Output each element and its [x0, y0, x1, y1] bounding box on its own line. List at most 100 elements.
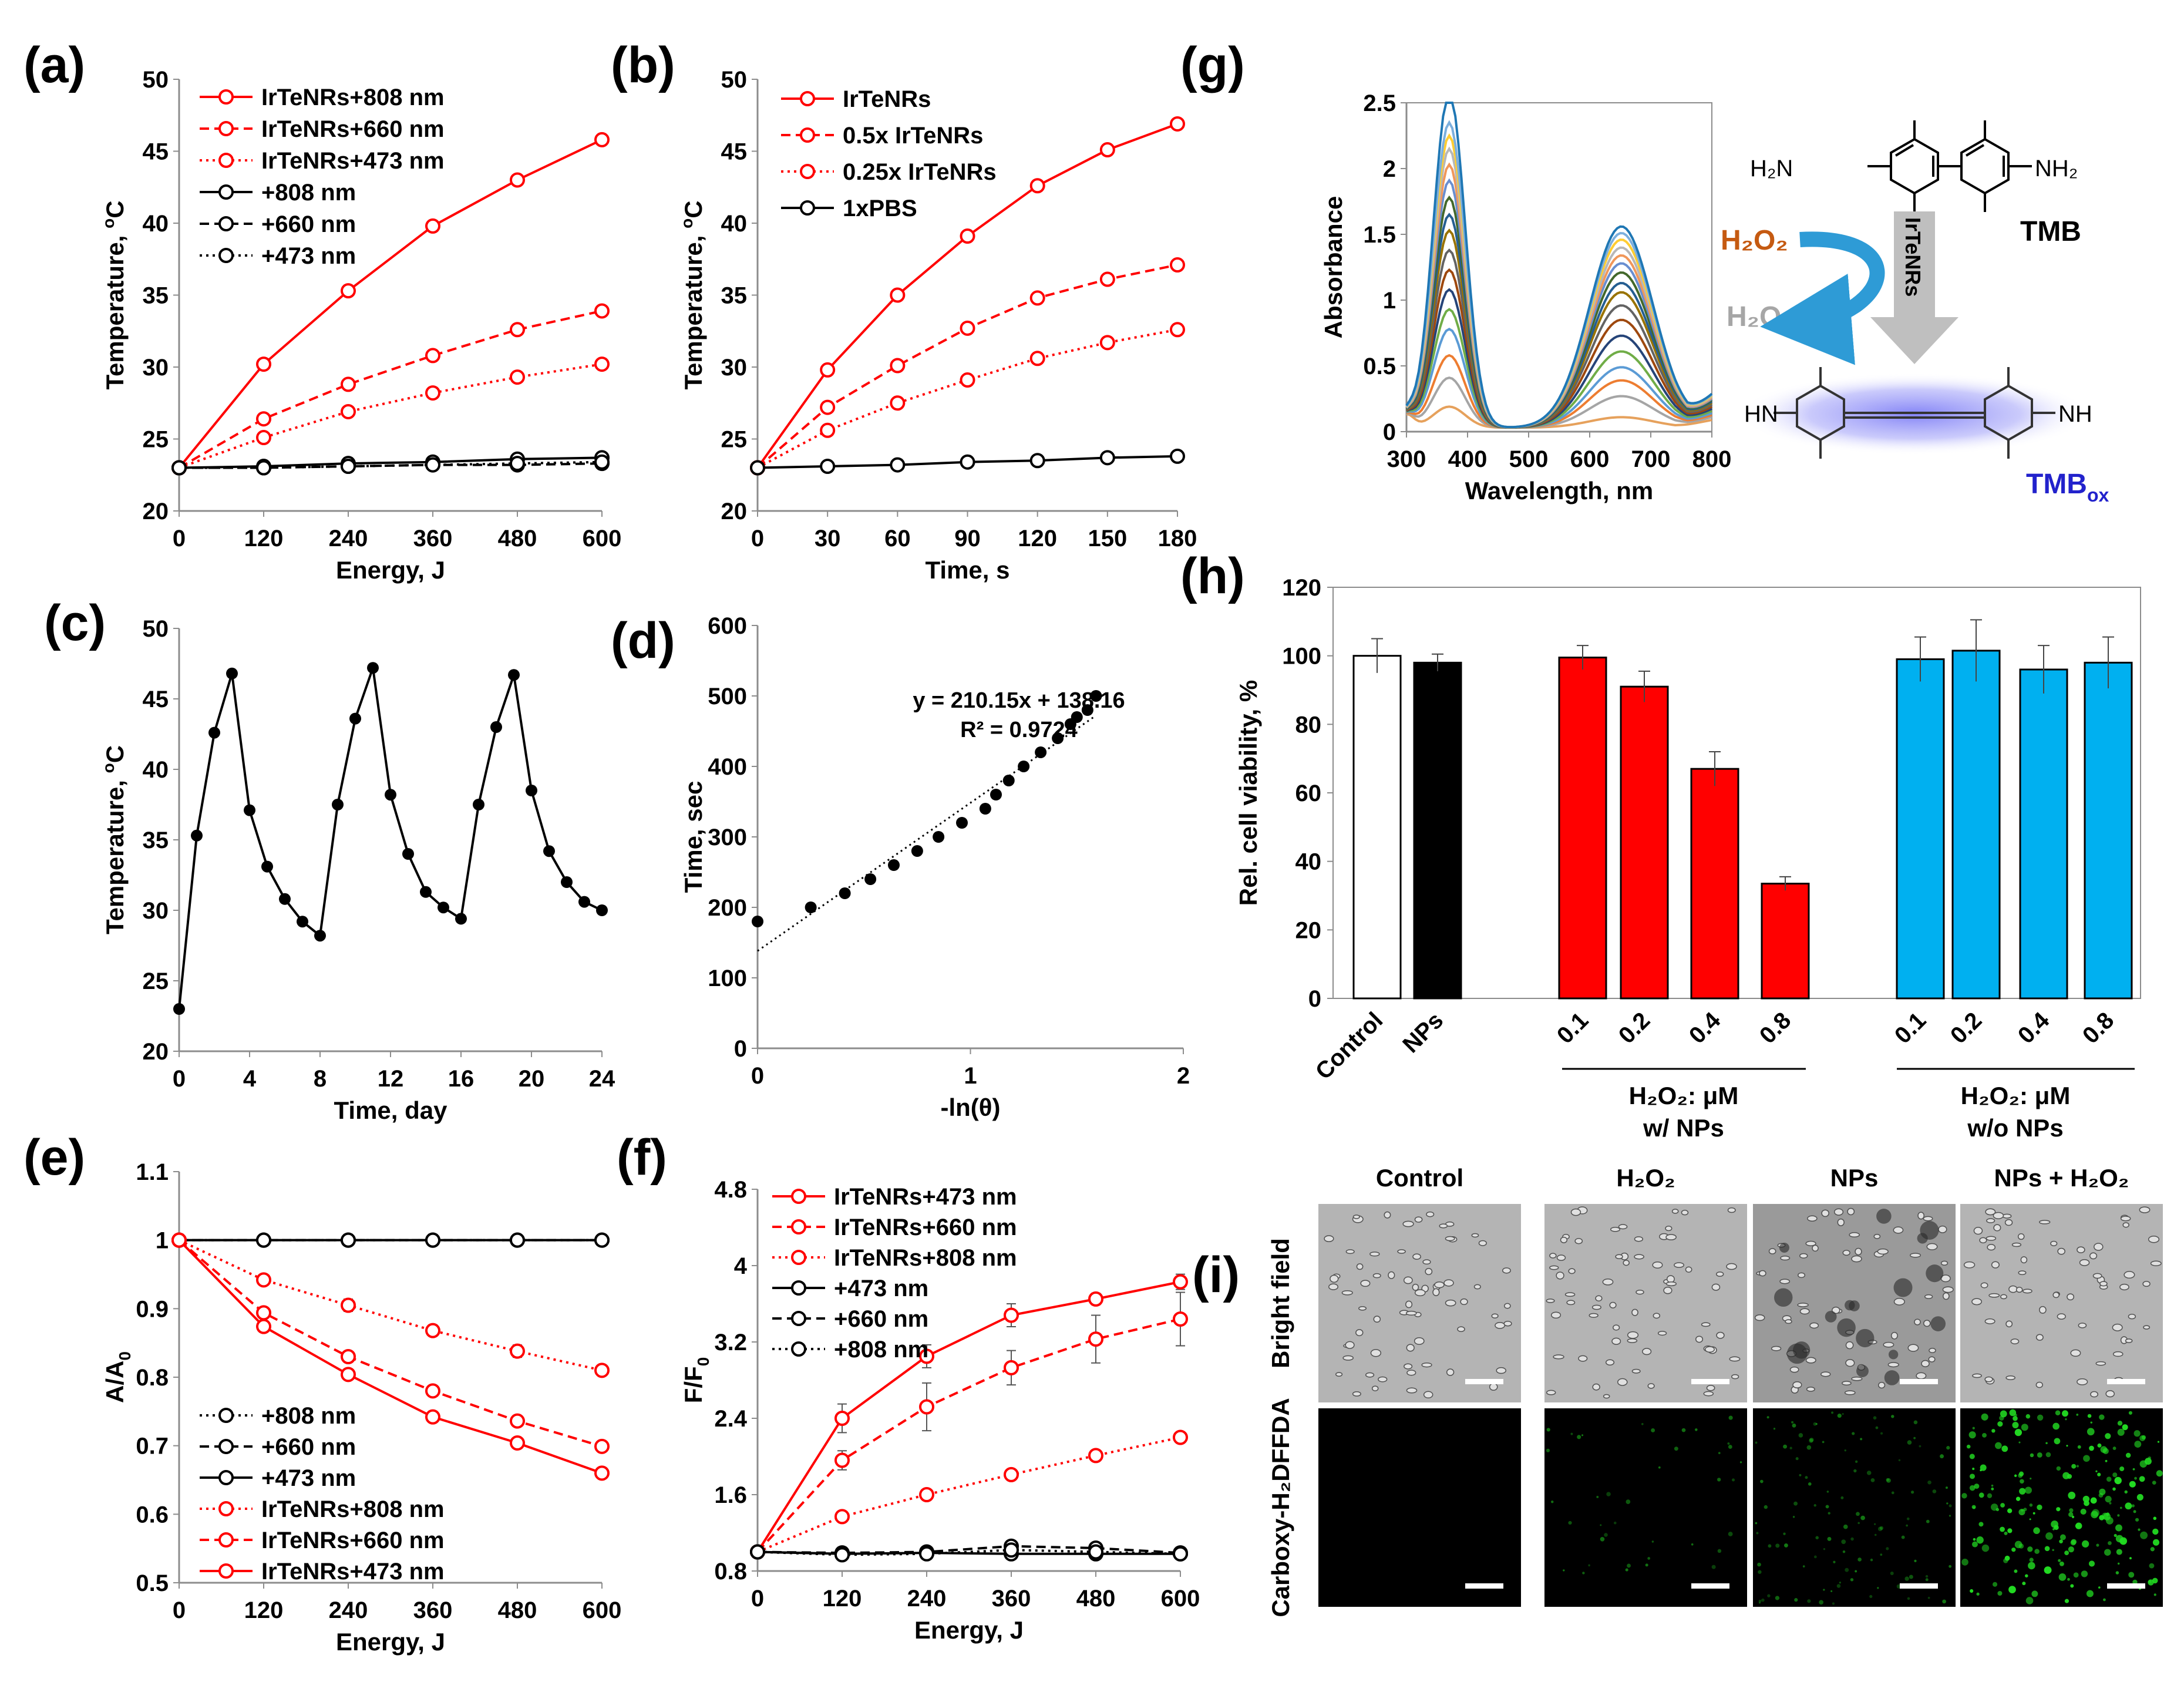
fluorescent-cell — [2081, 1540, 2089, 1548]
fluorescent-cell — [1691, 1543, 1694, 1546]
cell — [2105, 1390, 2115, 1398]
cell — [1634, 1236, 1644, 1242]
fluorescent-cell — [2140, 1531, 2148, 1539]
data-point — [256, 356, 271, 372]
cell — [1384, 1211, 1391, 1219]
cell — [1987, 1244, 1996, 1251]
fluorescent-cell — [1809, 1438, 1813, 1443]
cell — [1799, 1253, 1808, 1259]
fluorescent-cell — [2058, 1559, 2061, 1562]
legend-marker — [791, 1189, 806, 1204]
fluorescent-cell — [1978, 1492, 1984, 1498]
fluorescent-cell — [1857, 1522, 1860, 1525]
cell — [1851, 1255, 1862, 1263]
scale-bar — [1900, 1583, 1938, 1589]
cell — [1809, 1322, 1819, 1329]
fluorescent-cell — [2070, 1584, 2074, 1588]
cell — [1851, 1376, 1863, 1381]
cell — [1729, 1356, 1741, 1362]
cell — [1942, 1286, 1954, 1293]
fluorescent-cell — [2052, 1528, 2055, 1530]
y-tick-label: 50 — [721, 67, 748, 93]
cell — [1971, 1298, 1983, 1306]
fluorescent-cell — [2087, 1414, 2092, 1418]
fluorescent-cell — [1823, 1548, 1826, 1550]
cell — [2067, 1293, 2075, 1301]
fluorescent-cell — [2115, 1524, 2122, 1532]
fluorescent-cell — [1792, 1423, 1796, 1428]
data-point — [256, 1305, 271, 1321]
fluorescent-cell — [2034, 1549, 2040, 1554]
fluorescent-cell — [2030, 1453, 2034, 1458]
fluorescent-cell — [2139, 1435, 2146, 1441]
cell — [1564, 1292, 1576, 1297]
fluorescent-cell — [2021, 1424, 2028, 1431]
np-aggregate — [1825, 1310, 1837, 1323]
fluorescent-cell — [1625, 1568, 1628, 1572]
legend-marker — [218, 1563, 234, 1579]
np-aggregate — [1837, 1318, 1856, 1337]
scale-bar — [2107, 1583, 2145, 1589]
fluorescent-cell — [2062, 1472, 2070, 1479]
legend-label: IrTeNRs+660 nm — [834, 1215, 1017, 1240]
fluorescent-cell — [1994, 1442, 2002, 1449]
fluorescent-cell — [2086, 1590, 2094, 1597]
cell — [1623, 1260, 1630, 1266]
y-tick-label: 100 — [708, 966, 747, 991]
y-tick-label: 25 — [143, 968, 169, 994]
cell — [1414, 1289, 1426, 1297]
data-point — [425, 457, 440, 473]
fluorescent-cell — [2090, 1497, 2097, 1504]
fluorescent-cell — [1674, 1446, 1678, 1451]
data-point — [279, 893, 291, 905]
data-point — [805, 901, 817, 913]
cell — [1471, 1233, 1479, 1238]
cell — [2078, 1323, 2087, 1328]
fluorescent-cell — [1808, 1482, 1812, 1486]
fluorescent-cell — [1925, 1578, 1929, 1582]
fluorescent-cell — [1681, 1428, 1686, 1432]
data-point — [1029, 178, 1045, 194]
fluorescent-cell — [1886, 1547, 1889, 1550]
legend-label: IrTeNRs+808 nm — [834, 1245, 1017, 1271]
fluorescent-cell — [2000, 1410, 2007, 1418]
cell — [1706, 1385, 1715, 1391]
tmb-label: TMB — [2020, 216, 2081, 247]
series-line — [179, 1239, 603, 1372]
category-label: 0.4 — [2013, 1007, 2055, 1049]
cell — [1602, 1279, 1614, 1286]
spectrum-line — [1406, 268, 1712, 429]
cell — [2124, 1271, 2135, 1279]
fluorescent-cell — [1877, 1587, 1879, 1589]
fluorescent-cell — [1809, 1438, 1814, 1442]
data-point — [1029, 453, 1045, 469]
data-point — [750, 460, 765, 476]
cell — [1685, 1266, 1692, 1273]
fluorescent-cell — [2106, 1476, 2112, 1482]
legend-label: +808 nm — [261, 1403, 356, 1429]
fluorescent-cell — [2133, 1430, 2141, 1437]
cell — [1878, 1382, 1886, 1389]
fluorescent-cell — [2054, 1438, 2061, 1445]
row-label-fluorescence: Carboxy-H₂DFFDA — [1267, 1398, 1294, 1617]
cell — [1837, 1218, 1845, 1226]
x-tick-label: 360 — [992, 1586, 1031, 1612]
legend-marker — [218, 1501, 234, 1516]
fluorescent-cell — [2037, 1452, 2042, 1458]
cell — [1372, 1273, 1381, 1279]
cell — [1993, 1212, 2004, 1219]
data-point — [834, 1509, 850, 1525]
cell — [2008, 1285, 2018, 1293]
cell — [1993, 1224, 2001, 1232]
fluorescent-cell — [1831, 1411, 1834, 1414]
fluorescent-cell — [2045, 1532, 2053, 1540]
fluorescent-cell — [2033, 1527, 2040, 1535]
fluorescent-cell — [2014, 1474, 2017, 1477]
cell — [1345, 1249, 1355, 1254]
category-label: 0.8 — [1755, 1007, 1796, 1048]
data-point — [960, 320, 975, 336]
cell — [1797, 1303, 1809, 1307]
chart-h: 0 20 40 60 80 100 120 Rel. cell viability, % Con… — [1234, 575, 2141, 1142]
cell — [1432, 1288, 1440, 1296]
